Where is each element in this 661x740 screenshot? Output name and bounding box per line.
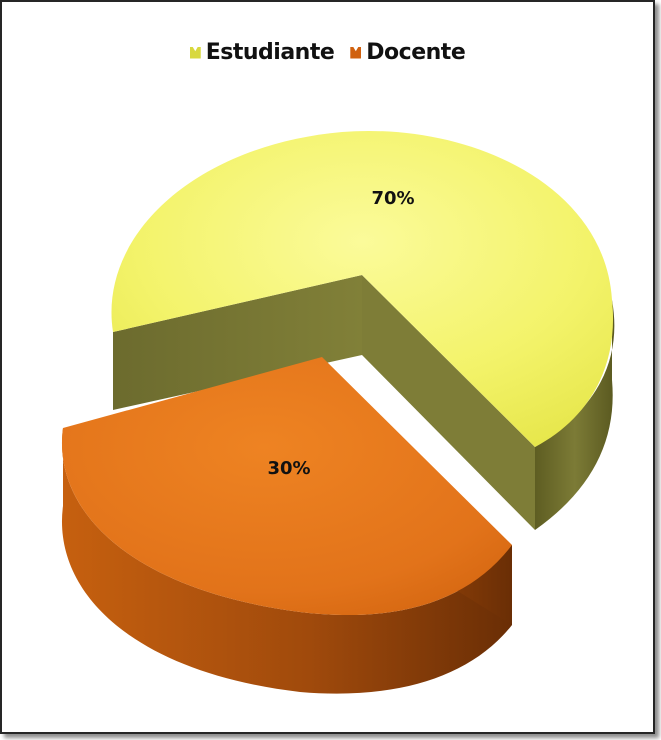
legend-swatch-estudiante: [189, 46, 201, 59]
slice-docente-outer-wall: [61, 428, 512, 694]
slice-estudiante-outer-wall: [535, 300, 615, 530]
slice-docente-top: [61, 357, 512, 616]
pie-slice-docente: [61, 357, 512, 694]
slice-estudiante-cut-face-left: [113, 275, 362, 410]
slice-estudiante-cut-face-right: [362, 275, 535, 530]
legend-label-docente: Docente: [366, 40, 466, 65]
data-label-docente: 30%: [267, 458, 310, 479]
pie-slice-estudiante: [111, 130, 615, 530]
legend-label-estudiante: Estudiante: [205, 40, 335, 65]
legend-item-docente: Docente: [350, 40, 466, 65]
slice-estudiante-top: [111, 130, 614, 447]
legend-item-estudiante: Estudiante: [189, 40, 335, 65]
legend: Estudiante Docente: [0, 40, 655, 65]
data-label-estudiante: 70%: [371, 188, 414, 209]
legend-swatch-docente: [350, 46, 362, 59]
